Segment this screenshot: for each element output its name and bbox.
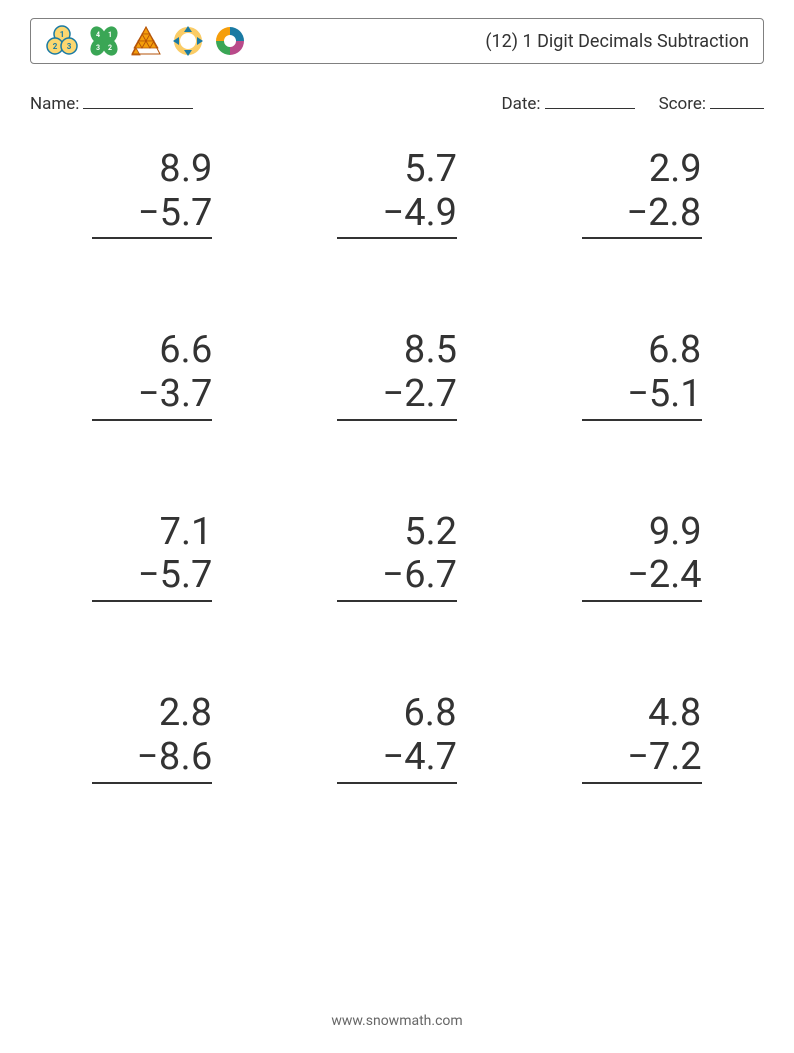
problem: 6.8−4.7: [275, 692, 520, 783]
minuend: 5.7: [337, 148, 457, 192]
logo-ring-icon: [171, 24, 205, 58]
date-line[interactable]: [545, 92, 635, 109]
minuend: 6.6: [92, 329, 212, 373]
name-line[interactable]: [83, 92, 193, 109]
answer-bar: [92, 419, 212, 421]
subtrahend: −5.1: [582, 373, 702, 417]
subtrahend: −6.7: [337, 554, 457, 598]
answer-bar: [92, 600, 212, 602]
minuend: 4.8: [582, 692, 702, 736]
svg-text:1: 1: [108, 31, 112, 39]
minuend: 6.8: [337, 692, 457, 736]
date-label: Date:: [501, 94, 540, 114]
answer-bar: [582, 419, 702, 421]
logo-triangle-icon: [129, 24, 163, 58]
subtrahend: −2.7: [337, 373, 457, 417]
subtrahend: −8.6: [92, 736, 212, 780]
subtrahend: −4.7: [337, 736, 457, 780]
svg-text:1: 1: [60, 30, 65, 39]
problem: 6.6−3.7: [30, 329, 275, 420]
logo-petals-icon: 4 1 3 2: [87, 24, 121, 58]
answer-bar: [582, 237, 702, 239]
subtrahend: −5.7: [92, 192, 212, 236]
answer-bar: [582, 782, 702, 784]
problem: 7.1−5.7: [30, 511, 275, 602]
header-bar: 1 2 3 4 1 3 2: [30, 18, 764, 64]
svg-text:3: 3: [67, 42, 72, 51]
subtrahend: −2.4: [582, 554, 702, 598]
problem: 8.9−5.7: [30, 148, 275, 239]
logo-donut-icon: [213, 24, 247, 58]
minuend: 2.9: [582, 148, 702, 192]
problem: 6.8−5.1: [519, 329, 764, 420]
svg-text:2: 2: [53, 42, 58, 51]
answer-bar: [337, 419, 457, 421]
problem: 9.9−2.4: [519, 511, 764, 602]
svg-text:2: 2: [108, 44, 112, 52]
score-field: Score:: [659, 92, 764, 114]
worksheet-title: (12) 1 Digit Decimals Subtraction: [485, 31, 749, 52]
footer-url: www.snowmath.com: [0, 1013, 794, 1029]
subtrahend: −4.9: [337, 192, 457, 236]
info-fields: Name: Date: Score:: [30, 92, 764, 114]
minuend: 8.5: [337, 329, 457, 373]
problem: 5.2−6.7: [275, 511, 520, 602]
problem: 5.7−4.9: [275, 148, 520, 239]
minuend: 2.8: [92, 692, 212, 736]
name-label: Name:: [30, 94, 79, 114]
svg-text:4: 4: [96, 31, 100, 39]
minuend: 7.1: [92, 511, 212, 555]
subtrahend: −7.2: [582, 736, 702, 780]
subtrahend: −5.7: [92, 554, 212, 598]
answer-bar: [337, 782, 457, 784]
date-field: Date:: [501, 92, 634, 114]
answer-bar: [92, 237, 212, 239]
answer-bar: [337, 237, 457, 239]
logo-circles-icon: 1 2 3: [45, 24, 79, 58]
name-field: Name:: [30, 92, 193, 114]
minuend: 8.9: [92, 148, 212, 192]
answer-bar: [92, 782, 212, 784]
answer-bar: [337, 600, 457, 602]
problem: 4.8−7.2: [519, 692, 764, 783]
subtrahend: −3.7: [92, 373, 212, 417]
problems-grid: 8.9−5.75.7−4.92.9−2.86.6−3.78.5−2.76.8−5…: [30, 140, 764, 784]
minuend: 5.2: [337, 511, 457, 555]
subtrahend: −2.8: [582, 192, 702, 236]
logo-strip: 1 2 3 4 1 3 2: [45, 24, 247, 58]
problem: 2.9−2.8: [519, 148, 764, 239]
svg-text:3: 3: [96, 44, 100, 52]
minuend: 6.8: [582, 329, 702, 373]
problem: 8.5−2.7: [275, 329, 520, 420]
score-line[interactable]: [710, 92, 764, 109]
score-label: Score:: [659, 94, 706, 114]
minuend: 9.9: [582, 511, 702, 555]
answer-bar: [582, 600, 702, 602]
problem: 2.8−8.6: [30, 692, 275, 783]
